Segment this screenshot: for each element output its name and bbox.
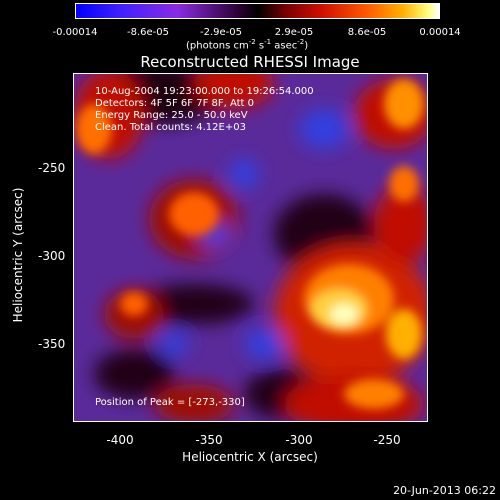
colorbar-tick: -0.00014: [52, 27, 98, 38]
info-line-energy: Energy Range: 25.0 - 50.0 keV: [95, 110, 248, 121]
plot-title: Reconstructed RHESSI Image: [140, 53, 360, 71]
colorbar-tick: 2.9e-05: [274, 27, 314, 38]
x-tick-label: -300: [285, 433, 313, 447]
rhessi-image-map: [74, 74, 427, 421]
y-tick-label: -250: [38, 161, 66, 175]
colorbar-unit: (photons cm-2 s-1 asec-2): [186, 38, 309, 52]
colorbar: [75, 3, 440, 19]
y-axis-label: Heliocentric Y (arcsec): [11, 187, 25, 323]
info-line-time: 10-Aug-2004 19:23:00.000 to 19:26:54.000: [95, 86, 314, 97]
info-line-detectors: Detectors: 4F 5F 6F 7F 8F, Att 0: [95, 98, 255, 109]
rhessi-image: [73, 73, 428, 422]
colorbar-tick: 0.00014: [419, 27, 461, 38]
colorbar-tick: -8.6e-05: [127, 27, 169, 38]
colorbar-tick: 8.6e-05: [347, 27, 387, 38]
info-line-counts: Clean. Total counts: 4.12E+03: [95, 122, 246, 133]
colorbar-tick: -2.9e-05: [200, 27, 242, 38]
y-tick-label: -350: [38, 337, 66, 351]
x-axis-label: Heliocentric X (arcsec): [182, 450, 318, 464]
x-tick-label: -250: [373, 433, 401, 447]
footer-date: 20-Jun-2013 06:22: [393, 484, 496, 497]
peak-position-text: Position of Peak = [-273,-330]: [95, 397, 245, 408]
x-tick-label: -400: [106, 433, 134, 447]
x-tick-label: -350: [195, 433, 223, 447]
y-tick-label: -300: [38, 249, 66, 263]
